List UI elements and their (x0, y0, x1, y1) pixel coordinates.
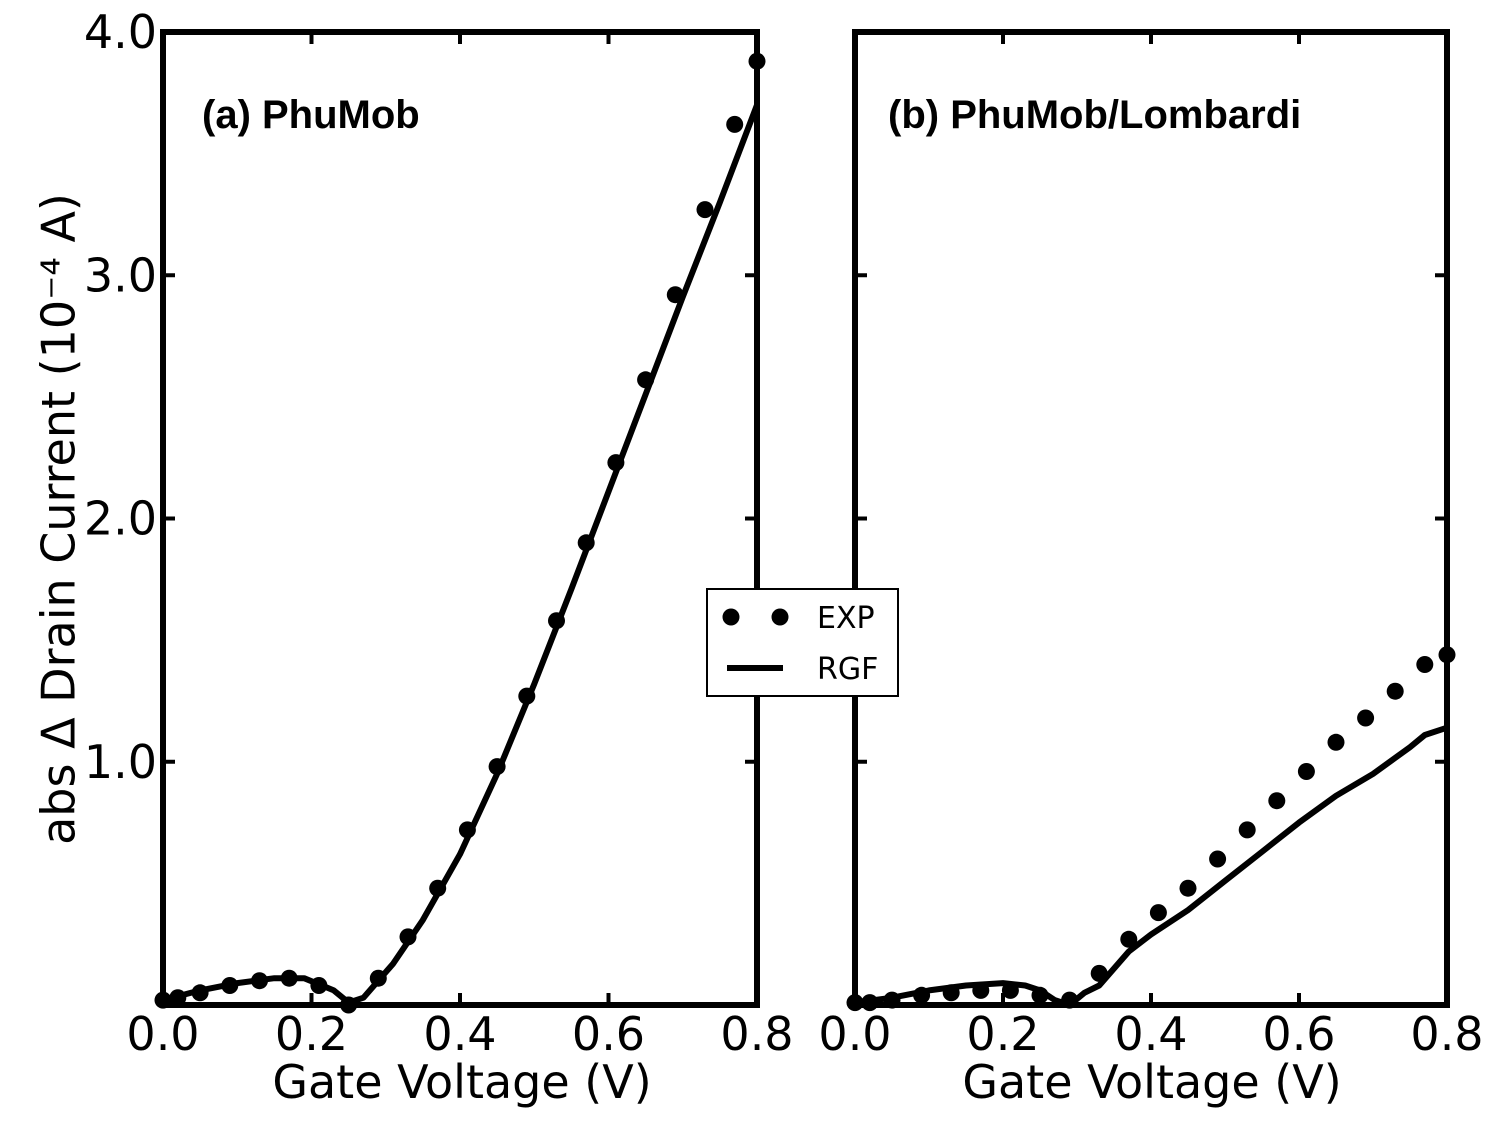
x-tick-label: 0.2 (275, 1007, 348, 1061)
x-tick-label: 0.0 (818, 1007, 891, 1061)
panel-a-ticks: 0.0 0.2 0.4 0.6 0.8 1.0 2.0 3.0 4.0 (84, 5, 794, 1061)
panel-b-ticks: 0.0 0.2 0.4 0.6 0.8 (818, 30, 1484, 1061)
series-exp-point (1416, 656, 1434, 673)
legend: EXP RGF (706, 588, 899, 697)
x-tick-label: 0.8 (720, 1007, 793, 1061)
legend-exp-marker-2 (771, 608, 789, 626)
panel-b: 0.0 0.2 0.4 0.6 0.8 (b) PhuMob/Lombardi Gate… (818, 29, 1484, 1109)
panel-a-frame (160, 29, 760, 1008)
series-exp-point (696, 201, 714, 219)
legend-rgf-label: RGF (817, 652, 878, 687)
y-tick-label: 4.0 (84, 5, 157, 59)
panel-b-x-axis-label: Gate Voltage (V) (962, 1055, 1341, 1109)
x-tick-label: 0.6 (1262, 1007, 1335, 1061)
series-exp-point (1268, 792, 1286, 810)
series-exp-point (1297, 763, 1315, 780)
series-exp-point (1149, 904, 1167, 922)
panel-a-marks (154, 52, 766, 1014)
panel-a-title: (a) PhuMob (202, 93, 420, 137)
y-tick-label: 2.0 (84, 492, 157, 546)
x-tick-label: 0.0 (126, 1007, 199, 1061)
x-tick-label: 0.4 (423, 1007, 496, 1061)
series-rgf-line (162, 103, 760, 1006)
panel-b-marks (846, 646, 1456, 1012)
series-exp-point (1386, 682, 1404, 700)
series-exp-point (726, 115, 744, 133)
legend-box (706, 588, 899, 697)
y-axis-label-text: abs Δ Drain Current (10⁻⁴ A) (32, 193, 86, 845)
panel-b-frame (852, 29, 1450, 1008)
legend-exp-marker-1 (722, 608, 740, 626)
x-tick-label: 0.8 (1410, 1007, 1483, 1061)
series-exp-point (1357, 709, 1375, 727)
x-tick-label: 0.2 (966, 1007, 1039, 1061)
series-exp-point (1238, 821, 1256, 839)
series-exp-point (1209, 850, 1227, 868)
panel-a-x-axis-label: Gate Voltage (V) (272, 1055, 651, 1109)
series-exp-point (1120, 930, 1138, 948)
panel-b-title: (b) PhuMob/Lombardi (888, 93, 1301, 137)
x-tick-label: 0.6 (572, 1007, 645, 1061)
y-tick-label: 1.0 (84, 735, 157, 789)
legend-exp-label: EXP (817, 601, 875, 636)
series-exp-point (1327, 733, 1345, 751)
y-axis-label: abs Δ Drain Current (10⁻⁴ A) (32, 193, 86, 845)
y-tick-label: 3.0 (84, 248, 157, 302)
series-exp-point (1179, 879, 1197, 897)
panel-a: 0.0 0.2 0.4 0.6 0.8 1.0 2.0 3.0 4.0 (a) PhuMob G… (84, 5, 794, 1109)
series-rgf-line (854, 724, 1448, 1008)
x-tick-label: 0.4 (1114, 1007, 1187, 1061)
